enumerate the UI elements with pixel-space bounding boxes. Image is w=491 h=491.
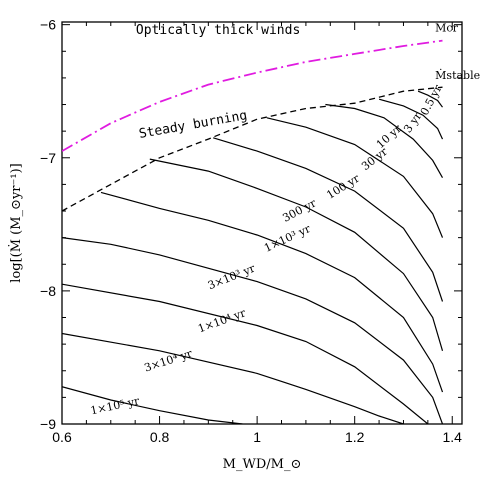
boundary-line [62, 86, 443, 212]
contour-label: 1×10⁴ yr [196, 306, 248, 335]
contour-label: 3×10⁴ yr [143, 347, 195, 375]
y-tick-label: −9 [40, 416, 56, 432]
x-tick-label: 0.6 [52, 429, 72, 445]
y-axis-title: log[(Ṁ (M_⊙yr⁻¹)] [7, 163, 24, 282]
x-tick-label: 0.8 [150, 429, 170, 445]
x-tick-label: 1.4 [443, 429, 463, 445]
contour-line [62, 386, 243, 424]
contour-line [62, 332, 404, 424]
contour-line [62, 283, 429, 424]
y-tick-label: −7 [40, 150, 56, 166]
y-tick-label: −6 [40, 17, 56, 33]
contour-label: 300 yr [280, 196, 319, 225]
contour-line [417, 90, 443, 108]
contour-label: 1×10³ yr [262, 222, 313, 255]
contour-line [62, 237, 444, 424]
contour-line [100, 191, 444, 393]
contour-label: 10 yr [374, 122, 405, 152]
boundary-label: Ṁstable [435, 68, 480, 82]
contour-label: 100 yr [324, 171, 362, 201]
x-axis-title: M_WD/M_⊙ [223, 457, 302, 472]
contour-line [266, 117, 444, 238]
boundary-label: Ṁcr [435, 20, 458, 34]
region-label: Optically thick winds [136, 23, 300, 38]
boundary-line [62, 39, 443, 152]
contour-label: 0.5 yr [418, 82, 445, 117]
contour-label: 30 yr [359, 145, 390, 174]
region-label: Steady burning [138, 108, 249, 142]
plot-frame [61, 21, 463, 425]
x-tick-label: 1.2 [345, 429, 365, 445]
x-tick-label: 1 [253, 429, 261, 445]
contour-line [149, 158, 444, 351]
contour-label: 1×10⁵ yr [89, 394, 141, 417]
series-group [62, 39, 444, 424]
contour-line [325, 103, 444, 178]
contour-line [378, 98, 444, 140]
y-tick-label: −8 [40, 283, 56, 299]
contour-line [213, 137, 444, 302]
contour-label: 3×10³ yr [206, 261, 258, 292]
